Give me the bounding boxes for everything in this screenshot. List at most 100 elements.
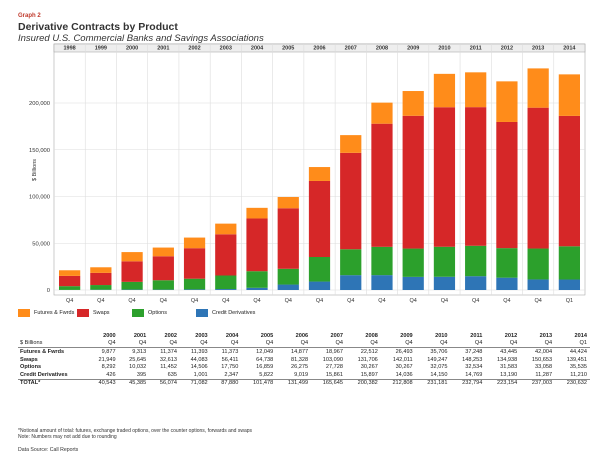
table-cell: 131,499	[276, 378, 312, 388]
table-year-header: 2001	[133, 332, 147, 339]
x-tick-label: Q4	[191, 298, 198, 304]
bar-segment	[465, 276, 487, 290]
table-cell: 150,653	[531, 356, 553, 363]
x-tick-label: Q4	[222, 298, 229, 304]
bar-segment	[152, 256, 174, 281]
legend-item-credit: Credit Derivatives	[196, 309, 255, 317]
x-top-label: 2008	[376, 46, 388, 52]
bar-segment	[183, 248, 206, 279]
bar-segment	[558, 74, 581, 116]
table-cell: 165,645	[311, 378, 346, 388]
x-top-label: 2002	[188, 46, 200, 52]
table-cell: 56,411	[221, 356, 239, 363]
table-quarter-header: Q4	[450, 339, 486, 349]
table-quarter-header: Q4	[118, 339, 150, 349]
table-cell: 45,385	[118, 378, 150, 388]
table-cell: 14,506	[190, 364, 208, 371]
x-top-label: 2001	[157, 46, 169, 52]
table-cell: 142,011	[392, 356, 413, 363]
bar-segment	[371, 246, 393, 276]
bar-segment	[90, 285, 112, 290]
table-year-header: 2011	[470, 332, 483, 339]
x-top-label: 2014	[563, 46, 576, 52]
chart-title: Derivative Contracts by Product	[18, 21, 178, 33]
table-cell: 40,543	[87, 378, 119, 388]
legend-label-credit: Credit Derivatives	[212, 310, 256, 316]
table-row: Futures & Fwrds 9,877 9,313 11,374 11,393 11,…	[18, 348, 590, 356]
table-cell: 134,938	[497, 356, 518, 363]
bar-segment	[371, 102, 393, 124]
bar-segment	[371, 275, 393, 290]
bar-segment	[152, 280, 174, 290]
x-tick-label: Q4	[97, 298, 104, 304]
bar-segment	[527, 279, 549, 290]
bar-segment	[308, 257, 331, 282]
table-year-header: 2003	[195, 332, 208, 339]
x-top-label: 2000	[126, 46, 138, 52]
table-cell: 16,859	[256, 364, 274, 371]
table-year-header: 2006	[295, 332, 309, 339]
table-year-header: 2013	[539, 332, 553, 339]
table-cell: 64,738	[256, 356, 274, 363]
table-year-header: 2010	[435, 332, 448, 339]
bar-segment	[277, 284, 299, 290]
table-cell: 12,049	[256, 348, 274, 355]
data-source: Data Source: Call Reports	[18, 447, 79, 453]
x-top-label: 2013	[532, 46, 544, 52]
table-row-label: TOTAL*	[18, 378, 88, 388]
x-top-label: 1999	[95, 46, 107, 52]
table-year-header: 2007	[330, 332, 343, 339]
table-row-label: Swaps	[20, 356, 38, 363]
bar-segment	[215, 234, 237, 276]
table-cell: 17,750	[221, 364, 239, 371]
bar-segment	[433, 246, 456, 277]
table-cell: 81,328	[290, 356, 309, 363]
graph-label: Graph 2	[18, 13, 41, 19]
table-cell: 426	[106, 371, 116, 378]
table-cell: 15,897	[360, 371, 378, 378]
table-cell: 237,003	[520, 378, 556, 388]
table-row: Credit Derivatives 426 395 635 1,001 2,347 5,8…	[18, 371, 590, 379]
bar-segment	[183, 237, 206, 249]
bar-segment	[90, 272, 112, 286]
bar-segment	[58, 286, 81, 290]
bar-segment	[558, 279, 581, 290]
y-axis-label: $ Billions	[32, 159, 38, 181]
table-corner	[18, 332, 88, 340]
table-row: TOTAL* 40,543 45,385 56,074 71,082 87,880 101,…	[18, 378, 590, 388]
table-cell: 101,478	[241, 378, 277, 388]
bar-segment	[402, 115, 424, 249]
bar-segment	[277, 208, 299, 269]
table-cell: 31,583	[500, 364, 518, 371]
bar-segment	[90, 267, 112, 273]
table-row: Swaps 21,949 25,645 32,613 44,083 56,411 64,73…	[18, 356, 590, 364]
y-tick-label: 50,000	[32, 241, 50, 247]
bar-segment	[277, 268, 299, 285]
x-tick-label: Q1	[566, 298, 573, 304]
bar-segment	[308, 167, 331, 181]
table-cell: 103,090	[322, 356, 343, 363]
footnote: *Notional amount of total: futures, exch…	[18, 428, 253, 434]
table-row-label: Futures & Fwrds	[20, 348, 65, 355]
bar-segment	[121, 281, 143, 290]
bar-segment	[215, 223, 237, 235]
table-cell: 11,374	[160, 348, 177, 355]
table-cell: 30,267	[395, 364, 413, 371]
table-year-header: 2008	[365, 332, 378, 339]
y-tick-label: 0	[47, 288, 50, 294]
bar-segment	[340, 152, 362, 250]
table-cell: 14,877	[290, 348, 309, 355]
table-cell: 212,808	[380, 378, 416, 388]
table-year-header: 2005	[260, 332, 274, 339]
x-tick-label: Q4	[128, 298, 135, 304]
footnotes: *Notional amount of total: futures, exch…	[18, 428, 252, 441]
table-quarter-header: Q4	[210, 339, 242, 349]
table-quarter-header: Q4	[241, 339, 277, 349]
bar-segment	[527, 107, 549, 249]
table-cell: 32,075	[430, 364, 448, 371]
legend-label-options: Options	[148, 310, 167, 316]
table-cell: 42,004	[535, 348, 553, 355]
table-cell: 232,794	[450, 378, 486, 388]
table-cell: 14,769	[465, 371, 483, 378]
bar-segment	[340, 275, 362, 290]
